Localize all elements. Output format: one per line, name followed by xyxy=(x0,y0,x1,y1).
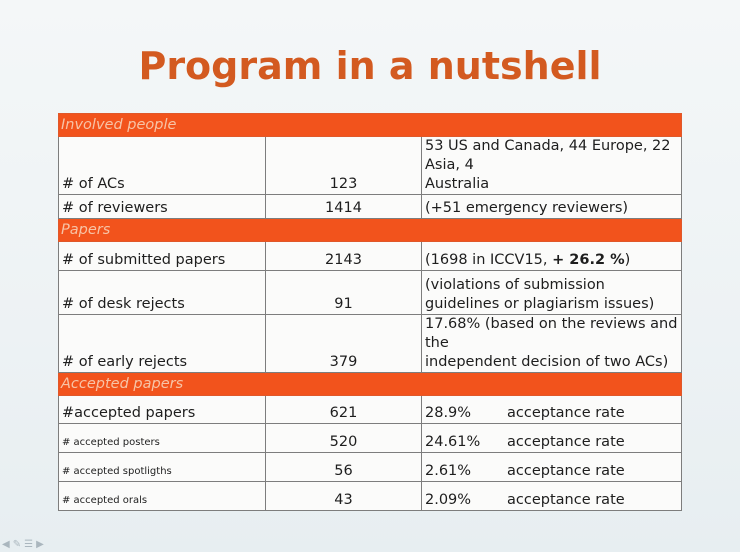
table-row-acs: # of ACs 123 53 US and Canada, 44 Europe… xyxy=(58,136,682,195)
row-note: 2.09% acceptance rate xyxy=(421,481,682,511)
menu-icon[interactable]: ☰ xyxy=(24,539,34,550)
acceptance-label: acceptance rate xyxy=(507,405,625,421)
note-suffix: ) xyxy=(624,252,631,268)
row-value: 91 xyxy=(265,270,422,315)
note-line-2: Australia xyxy=(425,176,490,192)
row-label: # accepted spotligths xyxy=(58,452,266,482)
row-label: # accepted posters xyxy=(58,423,266,453)
section-row-involved: Involved people xyxy=(58,113,682,137)
note-growth: + 26.2 % xyxy=(552,252,625,268)
row-label: # accepted orals xyxy=(58,481,266,511)
row-label: # of ACs xyxy=(58,136,266,195)
table-row-accepted-papers: #accepted papers 621 28.9% acceptance rat… xyxy=(58,395,682,424)
section-label-accepted: Accepted papers xyxy=(58,372,682,396)
section-row-accepted: Accepted papers xyxy=(58,372,682,396)
table-row-accepted-orals: # accepted orals 43 2.09% acceptance rate xyxy=(58,481,682,511)
pen-icon[interactable]: ✎ xyxy=(12,539,22,550)
row-value: 2143 xyxy=(265,241,422,271)
row-value: 520 xyxy=(265,423,422,453)
note-line-1: 53 US and Canada, 44 Europe, 22 Asia, 4 xyxy=(425,138,671,173)
section-label-papers: Papers xyxy=(58,218,682,242)
pointer-icon[interactable]: ◀ xyxy=(2,539,10,550)
row-value: 1414 xyxy=(265,194,422,219)
note-line-1: (violations of submission xyxy=(425,277,605,293)
section-label-involved: Involved people xyxy=(58,113,682,137)
row-label: #accepted papers xyxy=(58,395,266,424)
row-value: 43 xyxy=(265,481,422,511)
acceptance-percent: 24.61% xyxy=(425,434,481,450)
row-note: 2.61% acceptance rate xyxy=(421,452,682,482)
acceptance-percent: 2.09% xyxy=(425,492,472,508)
row-note: 53 US and Canada, 44 Europe, 22 Asia, 4 … xyxy=(421,136,682,195)
note-line-1: 17.68% (based on the reviews and the xyxy=(425,316,678,351)
row-note: (+51 emergency reviewers) xyxy=(421,194,682,219)
acceptance-percent: 2.61% xyxy=(425,463,472,479)
row-note: (violations of submission guidelines or … xyxy=(421,270,682,315)
row-value: 379 xyxy=(265,314,422,373)
section-row-papers: Papers xyxy=(58,218,682,242)
table-row-submitted: # of submitted papers 2143 (1698 in ICCV… xyxy=(58,241,682,271)
row-label: # of early rejects xyxy=(58,314,266,373)
row-value: 56 xyxy=(265,452,422,482)
table-row-accepted-posters: # accepted posters 520 24.61% acceptance … xyxy=(58,423,682,453)
forward-icon[interactable]: ▶ xyxy=(36,539,44,550)
page-title: Program in a nutshell xyxy=(138,44,602,88)
program-table: Involved people # of ACs 123 53 US and C… xyxy=(58,113,682,511)
acceptance-label: acceptance rate xyxy=(507,434,625,450)
acceptance-percent: 28.9% xyxy=(425,405,472,421)
row-note: 28.9% acceptance rate xyxy=(421,395,682,424)
table-row-early-rejects: # of early rejects 379 17.68% (based on … xyxy=(58,314,682,373)
table-row-reviewers: # of reviewers 1414 (+51 emergency revie… xyxy=(58,194,682,219)
note-line-2: guidelines or plagiarism issues) xyxy=(425,296,655,312)
acceptance-label: acceptance rate xyxy=(507,463,625,479)
row-note: (1698 in ICCV15, + 26.2 %) xyxy=(421,241,682,271)
row-note: 17.68% (based on the reviews and the ind… xyxy=(421,314,682,373)
row-value: 123 xyxy=(265,136,422,195)
acceptance-label: acceptance rate xyxy=(507,492,625,508)
row-note: 24.61% acceptance rate xyxy=(421,423,682,453)
row-value: 621 xyxy=(265,395,422,424)
table-row-desk-rejects: # of desk rejects 91 (violations of subm… xyxy=(58,270,682,315)
slide-toolbar: ◀ ✎ ☰ ▶ xyxy=(2,539,44,551)
row-label: # of submitted papers xyxy=(58,241,266,271)
row-label: # of reviewers xyxy=(58,194,266,219)
note-prefix: (1698 in ICCV15, xyxy=(425,252,553,268)
table-row-accepted-spotlights: # accepted spotligths 56 2.61% acceptance… xyxy=(58,452,682,482)
row-label: # of desk rejects xyxy=(58,270,266,315)
note-line-2: independent decision of two ACs) xyxy=(425,354,669,370)
